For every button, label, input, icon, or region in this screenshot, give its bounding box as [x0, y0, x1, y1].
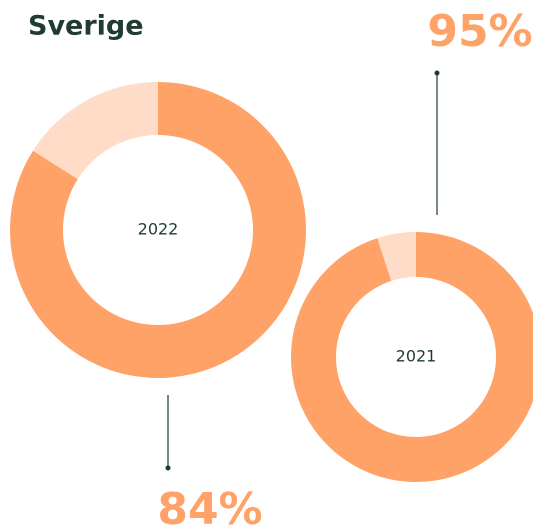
value-label: 84%: [157, 484, 262, 532]
center-label: 2021: [396, 347, 437, 366]
donut-segment: [377, 232, 416, 281]
center-label: 2022: [138, 220, 179, 239]
connector-dot: [165, 465, 171, 471]
value-label: 95%: [427, 6, 532, 57]
donut-segment: [33, 82, 158, 180]
connector-dot: [434, 70, 440, 76]
donut-segment: [291, 232, 533, 482]
donut-segment: [9, 82, 307, 378]
title: Sverige: [28, 11, 144, 42]
